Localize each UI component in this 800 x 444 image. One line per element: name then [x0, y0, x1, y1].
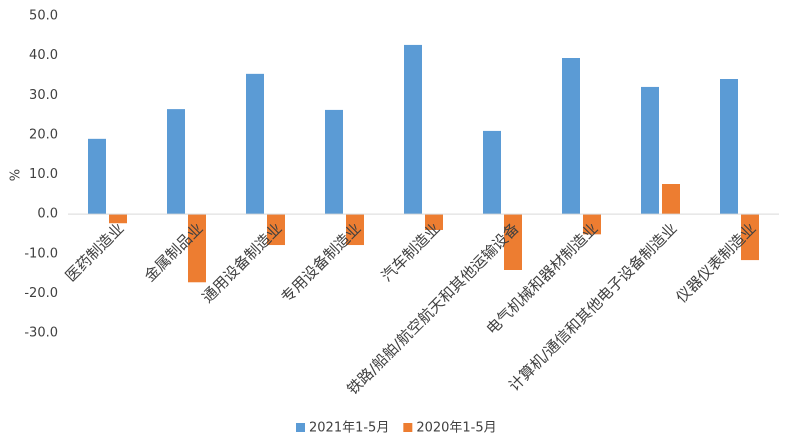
bar: [167, 109, 185, 215]
bar: [583, 214, 601, 235]
y-tick-label: -30.0: [24, 326, 58, 341]
bar: [246, 73, 264, 215]
bar: [109, 214, 127, 224]
y-tick-label: -20.0: [24, 286, 58, 301]
bar: [662, 184, 680, 215]
x-tick-label: 汽车制造业: [378, 219, 444, 285]
bar: [188, 214, 206, 283]
bar: [346, 214, 364, 246]
y-tick-label: -10.0: [24, 246, 58, 261]
bar: [325, 109, 343, 215]
x-tick-label: 仪器仪表制造业: [673, 219, 760, 306]
y-tick-label: 50.0: [29, 9, 58, 24]
bar: [720, 79, 738, 215]
legend-label: 2020年1-5月: [416, 421, 496, 436]
bar: [404, 44, 422, 215]
legend-swatch: [403, 423, 413, 432]
y-tick-label: 40.0: [29, 48, 58, 63]
x-tick-label: 通用设备制造业: [199, 219, 286, 306]
bar: [562, 58, 580, 215]
x-tick-label: 计算机/通信和其他电子设备制造业: [505, 219, 680, 394]
bar: [641, 86, 659, 215]
y-axis-label: %: [9, 169, 24, 181]
bar: [504, 214, 522, 270]
y-tick-label: 10.0: [29, 167, 58, 182]
bar: [741, 214, 759, 261]
bar: [88, 138, 106, 215]
x-tick-label: 铁路/船舶/航空航天和其他运输设备: [344, 219, 523, 398]
legend-label: 2021年1-5月: [309, 421, 389, 436]
bar: [267, 214, 285, 246]
y-tick-label: 20.0: [29, 127, 58, 142]
y-tick-label: 0.0: [37, 207, 58, 222]
x-tick-label: 医药制造业: [62, 219, 128, 285]
legend-swatch: [296, 423, 305, 432]
y-tick-label: 30.0: [29, 88, 58, 103]
bar: [425, 214, 443, 230]
bar: [483, 130, 501, 215]
x-tick-label: 专用设备制造业: [278, 219, 365, 306]
